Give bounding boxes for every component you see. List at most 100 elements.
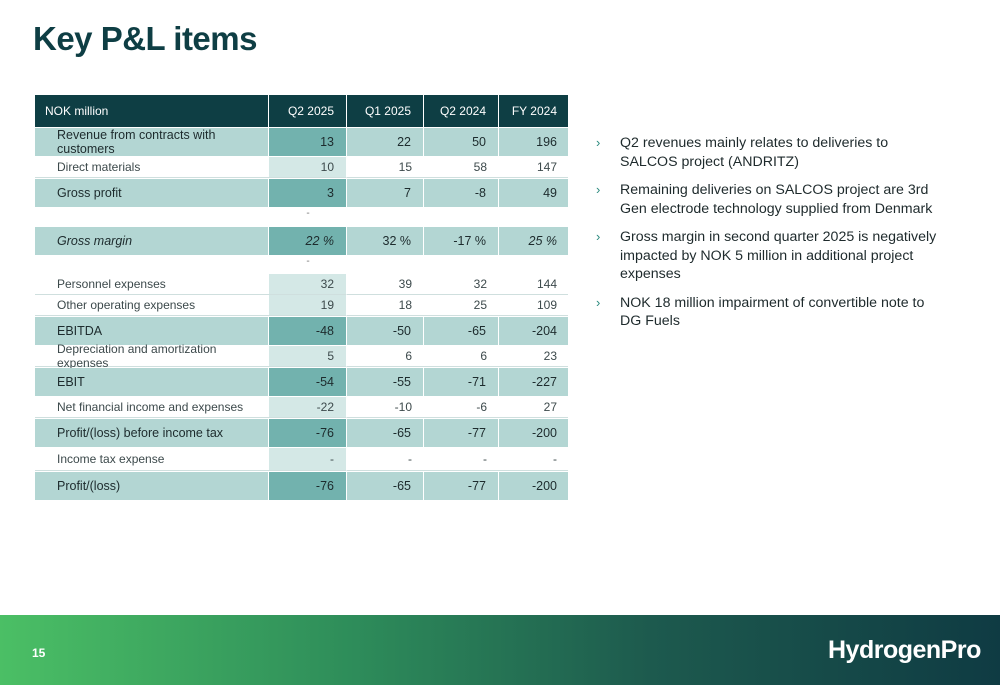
row-label: Direct materials (35, 157, 269, 178)
cell-fy-2024: 23 (499, 346, 568, 367)
row-label: EBITDA (35, 317, 269, 345)
cell-fy-2024: 27 (499, 397, 568, 418)
cell-q1-2025: 7 (347, 179, 424, 207)
row-label: Income tax expense (35, 448, 269, 471)
cell-q2-2025: 10 (269, 157, 347, 178)
row-label: Depreciation and amortization expenses (35, 342, 269, 370)
cell-fy-2024: -227 (499, 368, 568, 396)
cell-q2-2024: -77 (424, 472, 499, 500)
bullet-text: Remaining deliveries on SALCOS project a… (620, 182, 933, 217)
header-cell-fy-2024: FY 2024 (499, 95, 568, 127)
cell-q1-2025: -55 (347, 368, 424, 396)
cell-q2-2024: -71 (424, 368, 499, 396)
cell-q2-2024: -8 (424, 179, 499, 207)
chevron-right-icon: › (596, 135, 601, 150)
table-row-income-tax: Income tax expense - - - - (35, 448, 568, 471)
row-label: Other operating expenses (35, 295, 269, 316)
bullet-text: NOK 18 million impairment of convertible… (620, 294, 925, 330)
bullet-text: Q2 revenues mainly relates to deliveries… (620, 135, 889, 170)
cell-q1-2025: 32 % (347, 227, 424, 255)
cell-q1-2025: 39 (347, 274, 424, 295)
cell-q2-2024: 25 (424, 295, 499, 316)
header-cell-q2-2025: Q2 2025 (269, 95, 347, 127)
cell-q2-2025: -48 (269, 317, 347, 345)
cell-q2-2025: -76 (269, 472, 347, 500)
bullet-item: › NOK 18 million impairment of convertib… (596, 294, 946, 331)
table-row-gross-profit: Gross profit 3 7 -8 49 (35, 179, 568, 207)
header-cell-q2-2024: Q2 2024 (424, 95, 499, 127)
cell-fy-2024: 196 (499, 128, 568, 156)
bullet-text: Gross margin in second quarter 2025 is n… (620, 229, 937, 282)
cell-fy-2024: -200 (499, 419, 568, 447)
row-label: Personnel expenses (35, 274, 269, 295)
table-row-spacer: - (35, 208, 568, 226)
cell-q2-2024: 32 (424, 274, 499, 295)
table-row-personnel-expenses: Personnel expenses 32 39 32 144 (35, 274, 568, 295)
cell-q1-2025: 22 (347, 128, 424, 156)
cell-q2-2024: -6 (424, 397, 499, 418)
row-label: Net financial income and expenses (35, 397, 269, 418)
row-label: Profit/(loss) (35, 472, 269, 500)
row-label: Profit/(loss) before income tax (35, 419, 269, 447)
chevron-right-icon: › (596, 182, 601, 197)
cell-q2-2024: 6 (424, 346, 499, 367)
row-label: Gross profit (35, 179, 269, 207)
cell-q1-2025: 18 (347, 295, 424, 316)
company-logo: HydrogenPro (828, 636, 981, 664)
cell-fy-2024: 109 (499, 295, 568, 316)
cell-q1-2025: 15 (347, 157, 424, 178)
table-row-ebit: EBIT -54 -55 -71 -227 (35, 368, 568, 396)
table-row-gross-margin: Gross margin 22 % 32 % -17 % 25 % (35, 227, 568, 255)
cell-q2-2025: 19 (269, 295, 347, 316)
table-header-row: NOK million Q2 2025 Q1 2025 Q2 2024 FY 2… (35, 95, 568, 127)
cell-q2-2024: 50 (424, 128, 499, 156)
table-row-net-financial: Net financial income and expenses -22 -1… (35, 397, 568, 418)
cell-q2-2025: 22 % (269, 227, 347, 255)
pl-table: NOK million Q2 2025 Q1 2025 Q2 2024 FY 2… (35, 95, 568, 501)
chevron-right-icon: › (596, 229, 601, 244)
cell-fy-2024: 49 (499, 179, 568, 207)
cell-fy-2024: -200 (499, 472, 568, 500)
cell-q1-2025: -65 (347, 472, 424, 500)
cell-q2-2025: -54 (269, 368, 347, 396)
table-row-depreciation: Depreciation and amortization expenses 5… (35, 342, 568, 370)
cell-q2-2025: -76 (269, 419, 347, 447)
cell-fy-2024: 147 (499, 157, 568, 178)
cell-q2-2025: 13 (269, 128, 347, 156)
cell-q2-2025: - (269, 448, 347, 471)
table-row-revenue: Revenue from contracts with customers 13… (35, 128, 568, 156)
cell-q2-2024: -77 (424, 419, 499, 447)
row-label: Gross margin (35, 227, 269, 255)
slide-title: Key P&L items (33, 20, 257, 57)
page-number: 15 (32, 646, 46, 660)
cell-q2-2024: 58 (424, 157, 499, 178)
chevron-right-icon: › (596, 294, 601, 310)
cell-q1-2025: -10 (347, 397, 424, 418)
cell-q2-2025: - (306, 208, 310, 219)
cell-fy-2024: 144 (499, 274, 568, 295)
cell-q2-2025: 32 (269, 274, 347, 295)
cell-q2-2024: - (424, 448, 499, 471)
bullet-item: › Remaining deliveries on SALCOS project… (596, 181, 946, 218)
bullet-item: › Gross margin in second quarter 2025 is… (596, 228, 946, 284)
table-row-other-operating-expenses: Other operating expenses 19 18 25 109 (35, 295, 568, 316)
header-cell-label: NOK million (35, 95, 269, 127)
table-row-profit-before-tax: Profit/(loss) before income tax -76 -65 … (35, 419, 568, 447)
cell-q2-2025: -22 (269, 397, 347, 418)
cell-q2-2024: -17 % (424, 227, 499, 255)
cell-q2-2025: 3 (269, 179, 347, 207)
cell-fy-2024: - (499, 448, 568, 471)
row-label: EBIT (35, 368, 269, 396)
cell-q1-2025: -50 (347, 317, 424, 345)
cell-q1-2025: - (347, 448, 424, 471)
table-row-ebitda: EBITDA -48 -50 -65 -204 (35, 317, 568, 345)
header-cell-q1-2025: Q1 2025 (347, 95, 424, 127)
table-row-direct-materials: Direct materials 10 15 58 147 (35, 157, 568, 178)
cell-fy-2024: 25 % (499, 227, 568, 255)
table-row-spacer: - (35, 256, 568, 274)
cell-q1-2025: -65 (347, 419, 424, 447)
cell-q1-2025: 6 (347, 346, 424, 367)
bullet-item: › Q2 revenues mainly relates to deliveri… (596, 134, 946, 171)
commentary-bullets: › Q2 revenues mainly relates to deliveri… (596, 134, 946, 341)
cell-q2-2025: - (306, 256, 310, 267)
